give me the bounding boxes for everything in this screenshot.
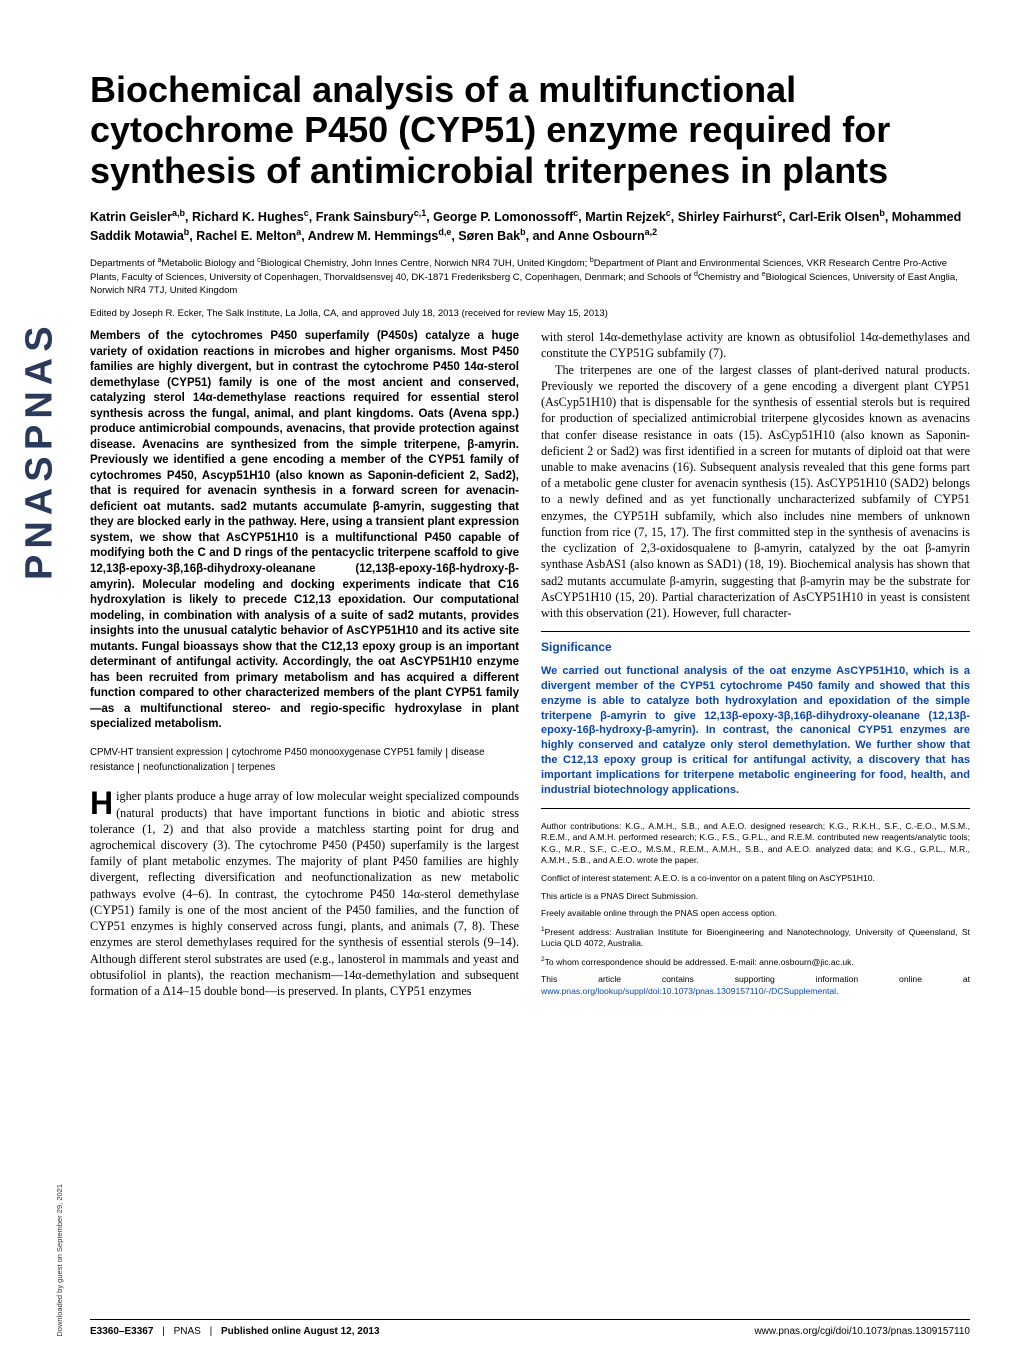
significance-heading: Significance xyxy=(541,640,970,656)
author-list: Katrin Geislera,b, Richard K. Hughesc, F… xyxy=(90,207,970,246)
present-address: 1Present address: Australian Institute f… xyxy=(541,926,970,950)
body-para: igher plants produce a huge array of low… xyxy=(90,789,519,998)
footer-left: E3360–E3367 | PNAS | Published online Au… xyxy=(90,1326,380,1337)
body-text-left: Higher plants produce a huge array of lo… xyxy=(90,788,519,999)
author-contributions: Author contributions: K.G., A.M.H., S.B.… xyxy=(541,821,970,867)
supporting-info: This article contains supporting informa… xyxy=(541,974,970,997)
body-para: The triterpenes are one of the largest c… xyxy=(541,362,970,622)
page-footer: E3360–E3367 | PNAS | Published online Au… xyxy=(90,1319,970,1337)
keyword: terpenes xyxy=(238,762,276,773)
dropcap: H xyxy=(90,788,116,817)
significance-box: Significance We carried out functional a… xyxy=(541,631,970,808)
correspondence: 2To whom correspondence should be addres… xyxy=(541,956,970,968)
download-note: Downloaded by guest on September 29, 202… xyxy=(55,1184,64,1337)
body-para: with sterol 14α-demethylase activity are… xyxy=(541,329,970,361)
article-title: Biochemical analysis of a multifunctiona… xyxy=(90,70,970,191)
journal-name: PNAS xyxy=(174,1326,201,1337)
keyword: neofunctionalization xyxy=(143,762,229,773)
left-column: Members of the cytochromes P450 superfam… xyxy=(90,329,519,1003)
significance-text: We carried out functional analysis of th… xyxy=(541,664,970,798)
two-column-body: Members of the cytochromes P450 superfam… xyxy=(90,329,970,1003)
affiliations: Departments of aMetabolic Biology and cB… xyxy=(90,256,970,299)
conflict-of-interest: Conflict of interest statement: A.E.O. i… xyxy=(541,873,970,885)
keywords: CPMV-HT transient expression|cytochrome … xyxy=(90,745,519,775)
abstract: Members of the cytochromes P450 superfam… xyxy=(90,329,519,732)
article-page: Biochemical analysis of a multifunctiona… xyxy=(90,70,970,1003)
si-link[interactable]: www.pnas.org/lookup/suppl/doi:10.1073/pn… xyxy=(541,986,836,996)
open-access: Freely available online through the PNAS… xyxy=(541,908,970,920)
body-text-right: with sterol 14α-demethylase activity are… xyxy=(541,329,970,621)
keyword: cytochrome P450 monooxygenase CYP51 fami… xyxy=(232,747,443,758)
page-range: E3360–E3367 xyxy=(90,1326,153,1337)
pub-date: Published online August 12, 2013 xyxy=(221,1326,380,1337)
footnotes: Author contributions: K.G., A.M.H., S.B.… xyxy=(541,821,970,998)
edited-by: Edited by Joseph R. Ecker, The Salk Inst… xyxy=(90,308,970,319)
pnas-logo: PNASPNAS xyxy=(20,80,60,580)
keyword: CPMV-HT transient expression xyxy=(90,747,223,758)
footer-right: www.pnas.org/cgi/doi/10.1073/pnas.130915… xyxy=(754,1326,970,1337)
right-column: with sterol 14α-demethylase activity are… xyxy=(541,329,970,1003)
direct-submission: This article is a PNAS Direct Submission… xyxy=(541,891,970,903)
